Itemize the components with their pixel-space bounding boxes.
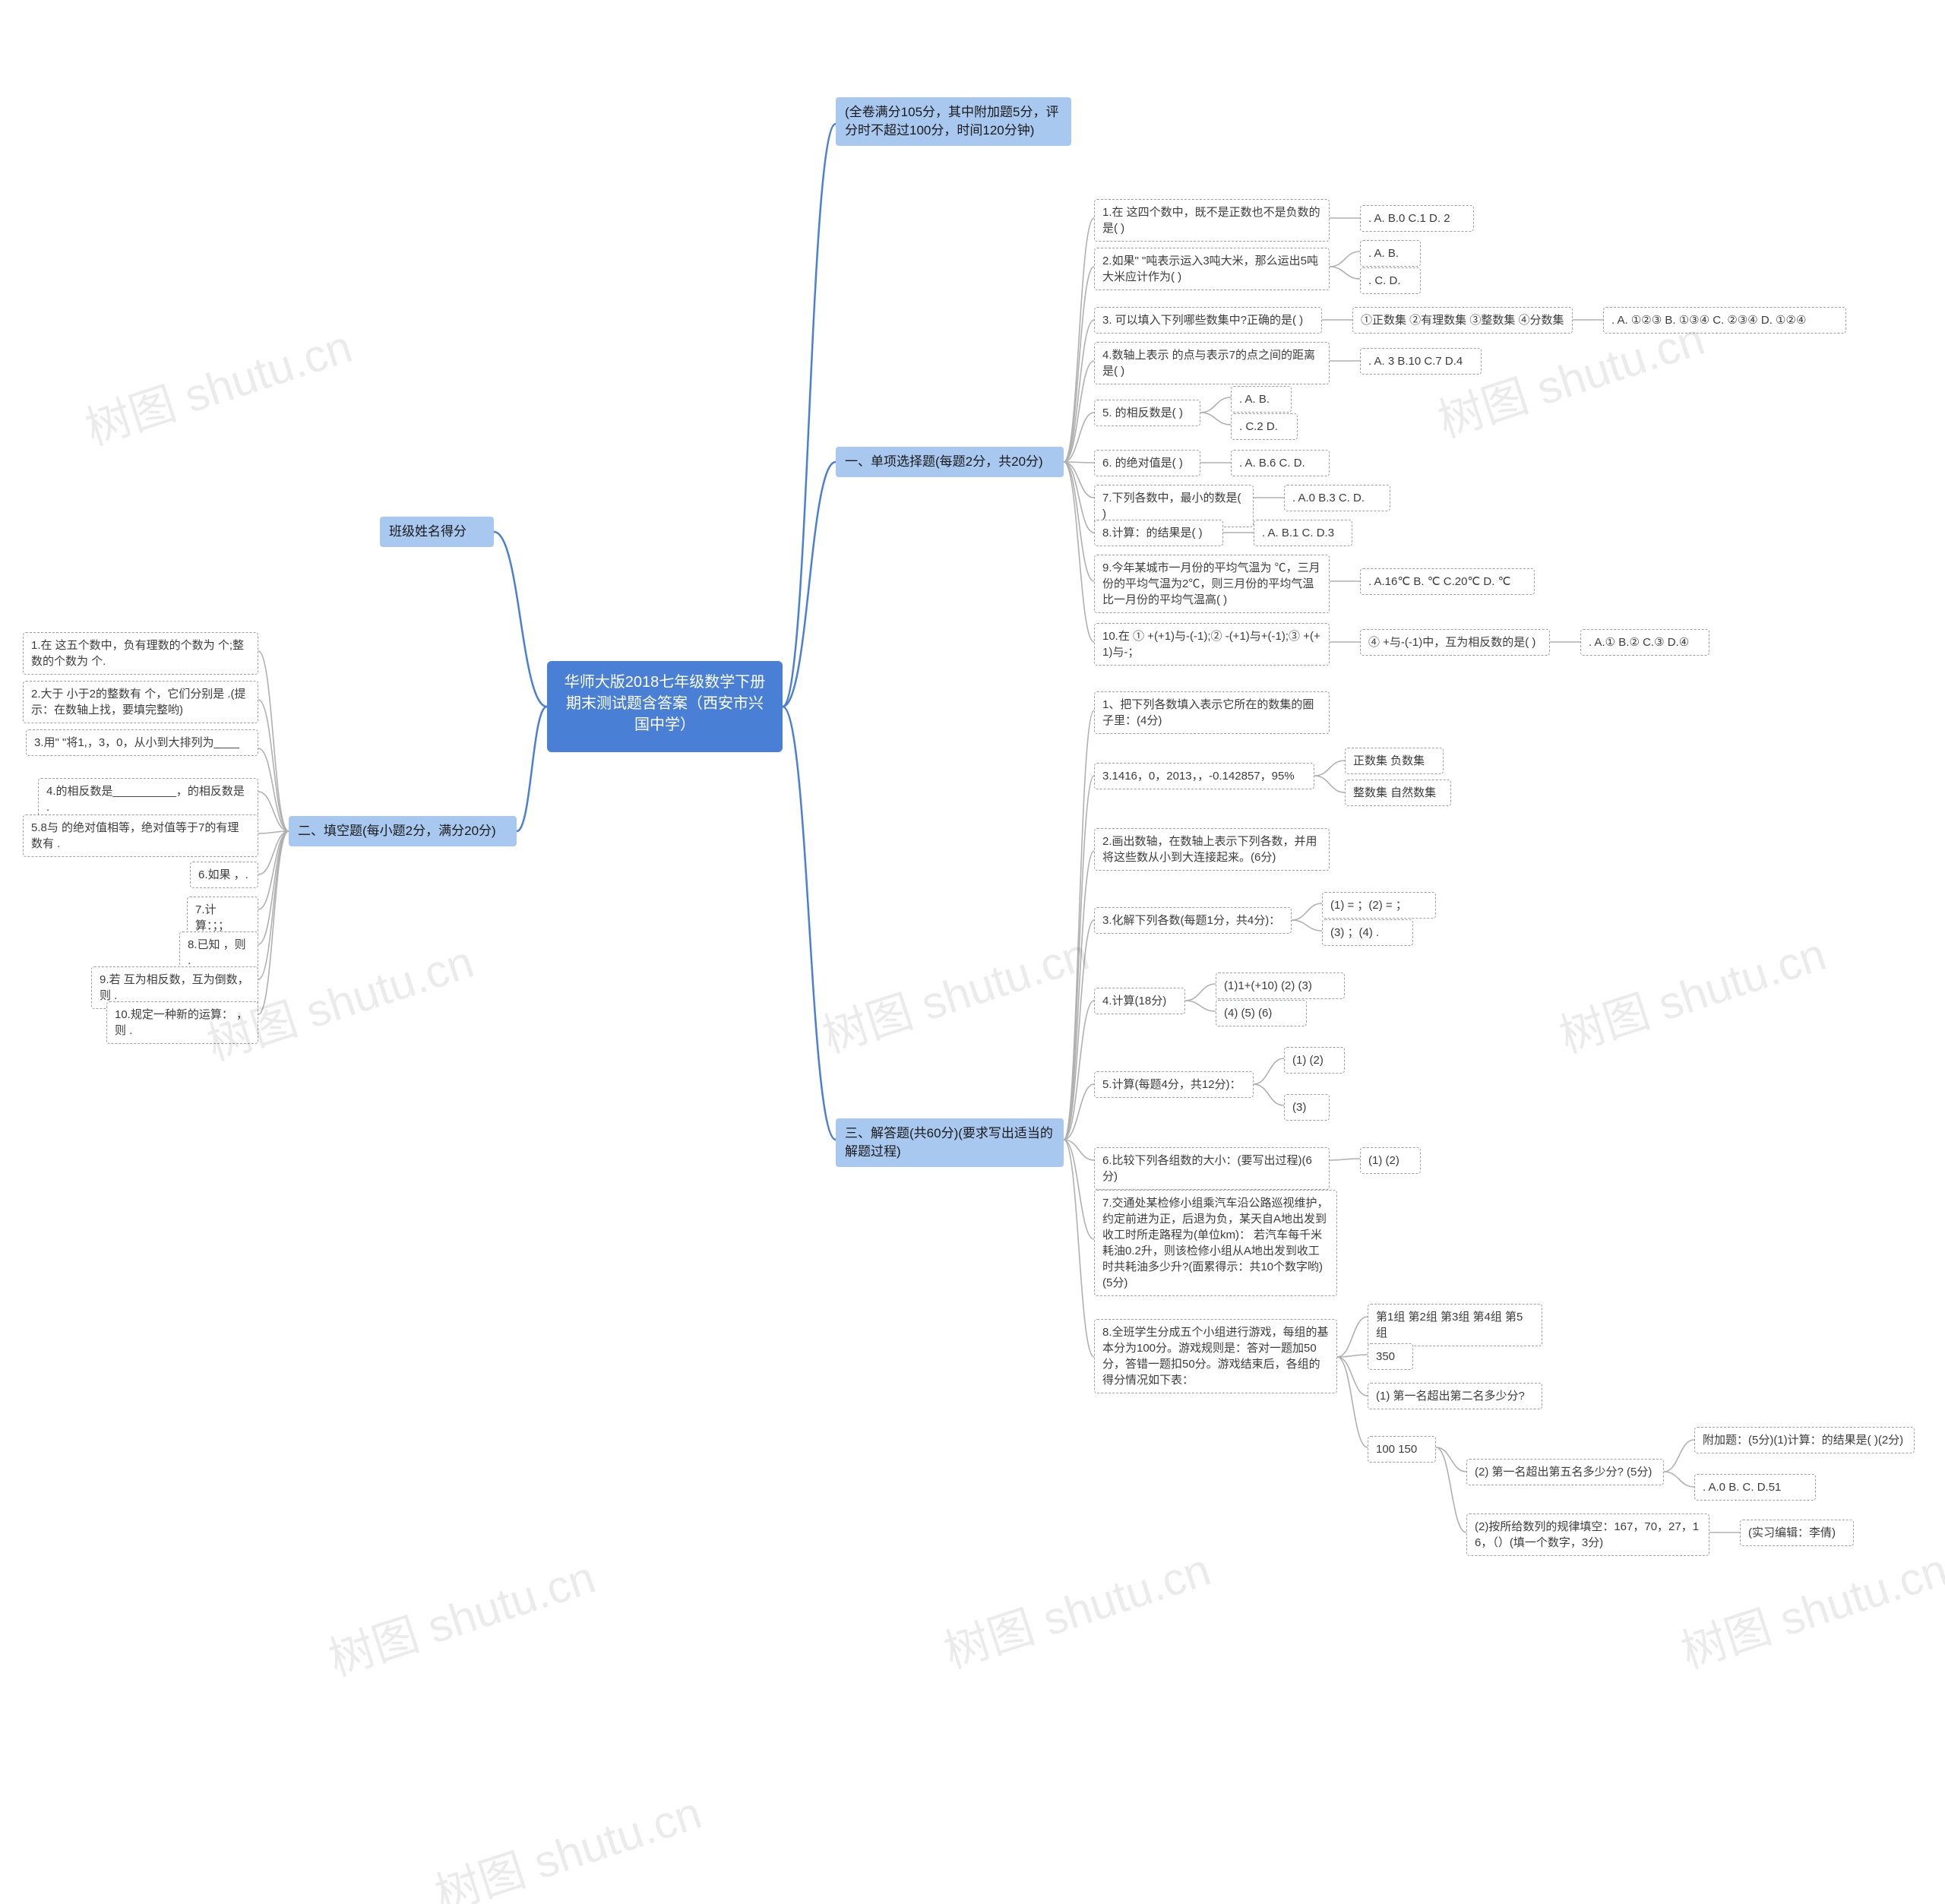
leaf-node: (1)1+(+10) (2) (3) [1216, 973, 1345, 999]
leaf-node: 第1组 第2组 第3组 第4组 第5组 [1368, 1304, 1542, 1346]
connector [1337, 1317, 1368, 1357]
connector [494, 532, 547, 707]
connector [1337, 1357, 1368, 1447]
leaf-node: 6.比较下列各组数的大小：(要写出过程)(6分) [1094, 1147, 1330, 1190]
leaf-node: (1) = ；(2) = ； [1322, 892, 1436, 919]
connector [1064, 851, 1094, 1140]
leaf-node: 整数集 自然数集 [1345, 780, 1451, 806]
leaf-node: 1.在 这四个数中，既不是正数也不是负数的是( ) [1094, 199, 1330, 242]
connector [1292, 920, 1322, 931]
connector [1064, 218, 1094, 462]
leaf-node: (2)按所给数列的规律填空：167，70，27，16，（）(填一个数字，3分) [1466, 1513, 1709, 1556]
leaf-node: (1) (2) [1360, 1147, 1421, 1174]
branch-node: 三、解答题(共60分)(要求写出适当的解题过程) [836, 1118, 1064, 1167]
leaf-node: . A. 3 B.10 C.7 D.4 [1360, 348, 1482, 375]
branch-node: 一、单项选择题(每题2分，共20分) [836, 447, 1064, 477]
connector [258, 831, 289, 909]
connector [783, 124, 836, 707]
leaf-node: (2) 第一名超出第五名多少分? (5分) [1466, 1459, 1664, 1485]
leaf-node: 3.化解下列各数(每题1分，共4分)： [1094, 907, 1292, 934]
leaf-node: . C.2 D. [1231, 413, 1298, 440]
connector [1337, 1357, 1368, 1396]
leaf-node: . A. B. [1360, 240, 1421, 267]
leaf-node: . A. B.1 C. D.3 [1254, 520, 1352, 546]
leaf-node: 3.用" "将1,，3，0，从小到大排列为____ [26, 729, 258, 756]
leaf-node: . A.① B.② C.③ D.④ [1580, 629, 1709, 656]
leaf-node: . C. D. [1360, 267, 1421, 294]
leaf-node: . A.0 B. C. D.51 [1694, 1474, 1816, 1501]
connector [1254, 1084, 1284, 1105]
leaf-node: (1) (2) [1284, 1047, 1345, 1074]
leaf-node: 9.今年某城市一月份的平均气温为 ℃，三月份的平均气温为2℃，则三月份的平均气温… [1094, 555, 1330, 613]
root-node: 华师大版2018七年级数学下册期末测试题含答案（西安市兴国中学） [547, 661, 783, 752]
connector [1185, 984, 1216, 1001]
connector [1200, 413, 1231, 425]
leaf-node: . A. B. [1231, 386, 1292, 413]
leaf-node: 1.在 这五个数中，负有理数的个数为 个;整数的个数为 个. [23, 632, 258, 675]
leaf-node: (3) ；(4) . [1322, 919, 1413, 946]
leaf-node: (3) [1284, 1094, 1330, 1121]
leaf-node: 2.如果" "吨表示运入3吨大米，那么运出5吨大米应计作为( ) [1094, 248, 1330, 290]
connector [517, 707, 547, 831]
connector [1064, 462, 1094, 642]
connector [1314, 776, 1345, 792]
connector [783, 707, 836, 1140]
connector [1064, 1140, 1094, 1357]
connector [1064, 776, 1094, 1140]
leaf-node: . A. B.6 C. D. [1231, 450, 1330, 476]
connector [1664, 1472, 1694, 1487]
leaf-node: (4) (5) (6) [1216, 1000, 1307, 1026]
branch-node: 班级姓名得分 [380, 517, 494, 547]
leaf-node: 10.规定一种新的运算： ，则 . [106, 1001, 258, 1044]
connector [1254, 1058, 1284, 1084]
connector [1200, 397, 1231, 413]
leaf-node: 正数集 负数集 [1345, 748, 1444, 774]
leaf-node: 3. 可以填入下列哪些数集中?正确的是( ) [1094, 307, 1322, 334]
connector [783, 462, 836, 707]
leaf-node: 3.1416，0，2013，，-0.142857，95% [1094, 763, 1314, 789]
connector [1064, 1140, 1094, 1239]
leaf-node: (实习编辑：李倩) [1740, 1520, 1854, 1546]
leaf-node: ④ +与-(-1)中，互为相反数的是( ) [1360, 629, 1550, 656]
leaf-node: 4.数轴上表示 的点与表示7的点之间的距离是( ) [1094, 342, 1330, 384]
connector [1330, 1159, 1360, 1160]
leaf-node: 8.全班学生分成五个小组进行游戏，每组的基本分为100分。游戏规则是：答对一题加… [1094, 1319, 1337, 1393]
leaf-node: . A. ①②③ B. ①③④ C. ②③④ D. ①②④ [1603, 307, 1846, 334]
branch-node: 二、填空题(每小题2分，满分20分) [289, 816, 517, 846]
leaf-node: (1) 第一名超出第二名多少分? [1368, 1383, 1542, 1409]
connector [258, 651, 289, 831]
leaf-node: 1、把下列各数填入表示它所在的数集的圈子里：(4分) [1094, 691, 1330, 734]
branch-node: (全卷满分105分，其中附加题5分，评分时不超过100分，时间120分钟) [836, 97, 1071, 146]
leaf-node: 6.如果 ，. [190, 862, 258, 888]
leaf-node: 6. 的绝对值是( ) [1094, 450, 1200, 476]
leaf-node: 5.计算(每题4分，共12分)： [1094, 1071, 1254, 1098]
leaf-node: 4.计算(18分) [1094, 988, 1185, 1014]
connector [1064, 361, 1094, 462]
leaf-node: . A. B.0 C.1 D. 2 [1360, 205, 1474, 232]
leaf-node: 2.画出数轴，在数轴上表示下列各数，并用 将这些数从小到大连接起来。(6分) [1094, 828, 1330, 871]
connector [1330, 251, 1360, 267]
connector-layer [0, 0, 1945, 1904]
connector [1664, 1440, 1694, 1472]
leaf-node: 5.8与 的绝对值相等，绝对值等于7的有理数有 . [23, 814, 258, 857]
leaf-node: 350 [1368, 1343, 1413, 1370]
connector [1292, 903, 1322, 920]
leaf-node: 10.在 ① +(+1)与-(-1);② -(+1)与+(-1);③ +(+1)… [1094, 623, 1330, 666]
leaf-node: 100 150 [1368, 1436, 1436, 1463]
connector [258, 831, 289, 1014]
leaf-node: 8.计算：的结果是( ) [1094, 520, 1223, 546]
leaf-node: 7.交通处某检修小组乘汽车沿公路巡视维护，约定前进为正，后退为负，某天自A地出发… [1094, 1190, 1337, 1296]
connector [1185, 1001, 1216, 1011]
connector [1314, 761, 1345, 776]
leaf-node: 5. 的相反数是( ) [1094, 400, 1200, 426]
leaf-node: ①正数集 ②有理数集 ③整数集 ④分数集 [1352, 307, 1573, 334]
leaf-node: . A.0 B.3 C. D. [1284, 485, 1390, 511]
leaf-node: . A.16℃ B. ℃ C.20℃ D. ℃ [1360, 568, 1535, 595]
leaf-node: 2.大于 小于2的整数有 个，它们分别是 .(提示：在数轴上找，要填完整哟) [23, 681, 258, 723]
leaf-node: 附加题：(5分)(1)计算：的结果是( )(2分) [1694, 1427, 1915, 1453]
connector [1330, 267, 1360, 279]
